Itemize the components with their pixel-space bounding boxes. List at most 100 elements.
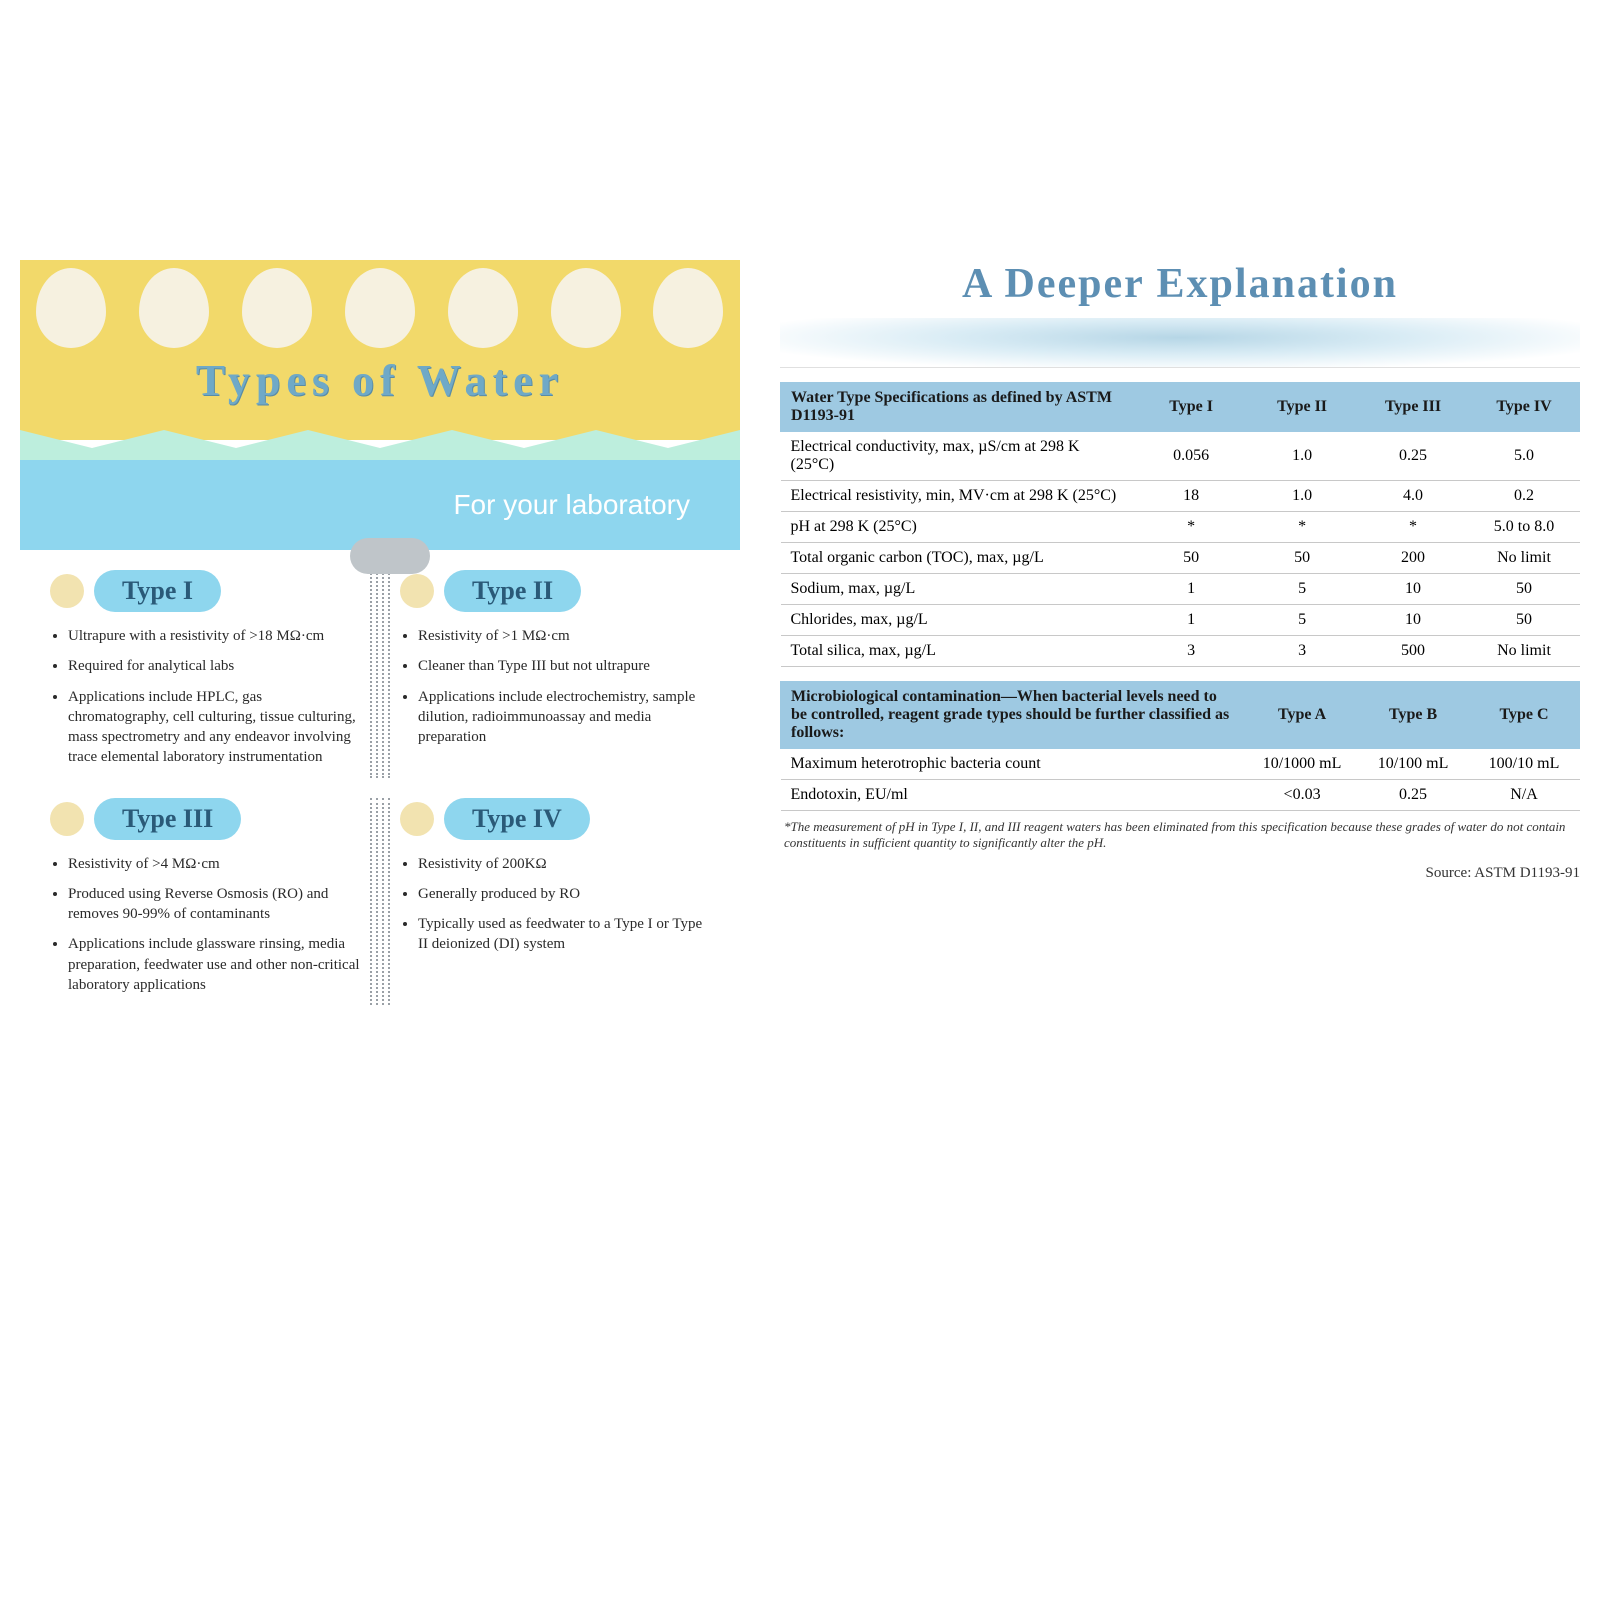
value-cell: *	[1247, 512, 1358, 543]
value-cell: <0.03	[1247, 780, 1358, 811]
value-cell: 3	[1136, 636, 1247, 667]
balloon-icon	[551, 268, 621, 348]
col-header: Type A	[1247, 682, 1358, 749]
bullet: Ultrapure with a resistivity of >18 MΩ·c…	[68, 626, 360, 646]
value-cell: 10	[1358, 605, 1469, 636]
spec-table-1: Water Type Specifications as defined by …	[780, 382, 1580, 667]
param-cell: Total organic carbon (TOC), max, µg/L	[781, 543, 1136, 574]
balloon-icon	[345, 268, 415, 348]
type-block-3: Type III Resistivity of >4 MΩ·cm Produce…	[50, 798, 360, 1006]
value-cell: 10/100 mL	[1358, 749, 1469, 780]
type-bullets: Ultrapure with a resistivity of >18 MΩ·c…	[50, 626, 360, 768]
type-bullets: Resistivity of >1 MΩ·cm Cleaner than Typ…	[400, 626, 710, 747]
param-cell: Total silica, max, µg/L	[781, 636, 1136, 667]
col-header: Type III	[1358, 383, 1469, 432]
table-row: Electrical conductivity, max, µS/cm at 2…	[781, 432, 1580, 481]
cloud-icon	[350, 538, 430, 574]
source-line: Source: ASTM D1193-91	[780, 855, 1580, 882]
bullet: Resistivity of >1 MΩ·cm	[418, 626, 710, 646]
param-cell: Endotoxin, EU/ml	[781, 780, 1247, 811]
value-cell: 4.0	[1358, 481, 1469, 512]
spec-table-2: Microbiological contamination—When bacte…	[780, 681, 1580, 811]
bullet: Resistivity of 200KΩ	[418, 854, 710, 874]
balloon-icon	[448, 268, 518, 348]
right-panel: A Deeper Explanation Water Type Specific…	[780, 260, 1580, 1060]
table-row: pH at 298 K (25°C)***5.0 to 8.0	[781, 512, 1580, 543]
type-block-2: Type II Resistivity of >1 MΩ·cm Cleaner …	[400, 570, 710, 778]
col-header: Type IV	[1469, 383, 1580, 432]
param-cell: Electrical conductivity, max, µS/cm at 2…	[781, 432, 1136, 481]
balloon-row	[20, 260, 740, 348]
type-bullets: Resistivity of 200KΩ Generally produced …	[400, 854, 710, 955]
value-cell: 0.056	[1136, 432, 1247, 481]
table-header-label: Microbiological contamination—When bacte…	[781, 682, 1247, 749]
bullet: Resistivity of >4 MΩ·cm	[68, 854, 360, 874]
table-row: Total organic carbon (TOC), max, µg/L505…	[781, 543, 1580, 574]
value-cell: 5.0	[1469, 432, 1580, 481]
type-pill: Type I	[94, 570, 221, 612]
table-row: Electrical resistivity, min, MV·cm at 29…	[781, 481, 1580, 512]
value-cell: *	[1358, 512, 1469, 543]
type-block-1: Type I Ultrapure with a resistivity of >…	[50, 570, 360, 778]
bullet: Applications include HPLC, gas chromatog…	[68, 687, 360, 768]
left-infographic: Types of Water For your laboratory Type …	[20, 260, 740, 1060]
value-cell: 50	[1247, 543, 1358, 574]
type-pill: Type II	[444, 570, 581, 612]
col-header: Type C	[1469, 682, 1580, 749]
value-cell: 500	[1358, 636, 1469, 667]
types-grid: Type I Ultrapure with a resistivity of >…	[20, 550, 740, 1025]
dot-icon	[50, 802, 84, 836]
bullet: Applications include electrochemistry, s…	[418, 687, 710, 748]
value-cell: 1	[1136, 605, 1247, 636]
right-title: A Deeper Explanation	[780, 260, 1580, 308]
type-block-4: Type IV Resistivity of 200KΩ Generally p…	[400, 798, 710, 1006]
value-cell: *	[1136, 512, 1247, 543]
subtitle: For your laboratory	[453, 489, 690, 521]
value-cell: 5.0 to 8.0	[1469, 512, 1580, 543]
bullet: Generally produced by RO	[418, 884, 710, 904]
value-cell: No limit	[1469, 543, 1580, 574]
table-row: Total silica, max, µg/L33500No limit	[781, 636, 1580, 667]
value-cell: No limit	[1469, 636, 1580, 667]
value-cell: 0.25	[1358, 780, 1469, 811]
type-bullets: Resistivity of >4 MΩ·cm Produced using R…	[50, 854, 360, 996]
dot-icon	[50, 574, 84, 608]
value-cell: 5	[1247, 605, 1358, 636]
divider	[360, 570, 400, 778]
value-cell: 50	[1136, 543, 1247, 574]
param-cell: Maximum heterotrophic bacteria count	[781, 749, 1247, 780]
value-cell: 1.0	[1247, 481, 1358, 512]
col-header: Type II	[1247, 383, 1358, 432]
param-cell: Sodium, max, µg/L	[781, 574, 1136, 605]
value-cell: 1	[1136, 574, 1247, 605]
value-cell: 10/1000 mL	[1247, 749, 1358, 780]
dot-icon	[400, 802, 434, 836]
bullet: Applications include glassware rinsing, …	[68, 934, 360, 995]
bullet: Produced using Reverse Osmosis (RO) and …	[68, 884, 360, 925]
balloon-icon	[36, 268, 106, 348]
type-pill: Type IV	[444, 798, 590, 840]
divider	[360, 798, 400, 1006]
banner-top: Types of Water	[20, 260, 740, 440]
table-row: Chlorides, max, µg/L151050	[781, 605, 1580, 636]
dot-icon	[400, 574, 434, 608]
value-cell: 0.2	[1469, 481, 1580, 512]
table-header-label: Water Type Specifications as defined by …	[781, 383, 1136, 432]
bullet: Required for analytical labs	[68, 656, 360, 676]
main-title: Types of Water	[20, 355, 740, 406]
value-cell: 50	[1469, 574, 1580, 605]
value-cell: 50	[1469, 605, 1580, 636]
bullet: Typically used as feedwater to a Type I …	[418, 914, 710, 955]
value-cell: 0.25	[1358, 432, 1469, 481]
balloon-icon	[242, 268, 312, 348]
table-row: Sodium, max, µg/L151050	[781, 574, 1580, 605]
value-cell: 200	[1358, 543, 1469, 574]
bullet: Cleaner than Type III but not ultrapure	[418, 656, 710, 676]
value-cell: 5	[1247, 574, 1358, 605]
banner-bottom: For your laboratory	[20, 460, 740, 550]
col-header: Type B	[1358, 682, 1469, 749]
water-splash-icon	[780, 318, 1580, 368]
value-cell: 18	[1136, 481, 1247, 512]
banner: Types of Water For your laboratory	[20, 260, 740, 550]
param-cell: Electrical resistivity, min, MV·cm at 29…	[781, 481, 1136, 512]
